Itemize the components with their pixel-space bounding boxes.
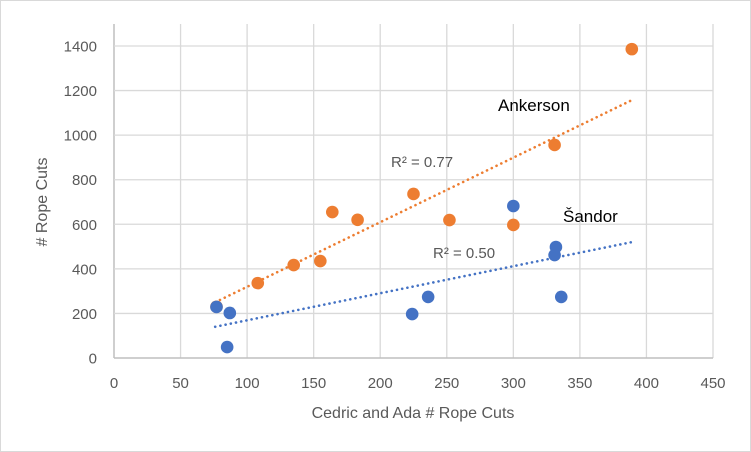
series-label-sandor: Šandor [563,207,618,226]
series-label-ankerson: Ankerson [498,96,570,115]
trendline-ankerson [213,98,634,304]
x-tick-label: 250 [434,375,459,392]
point-ankerson [625,42,639,56]
point-sandor [507,199,520,213]
grid [113,24,714,359]
point-ankerson [507,218,520,232]
point-ankerson [443,213,456,227]
x-tick-label: 400 [634,375,659,392]
y-tick-label: 800 [72,172,97,189]
point-ankerson [548,138,561,152]
y-tick-label: 1200 [64,83,97,100]
point-sandor [220,340,234,354]
y-tick-label: 400 [72,261,97,278]
x-tick-label: 100 [235,375,260,392]
x-tick-label: 350 [567,375,592,392]
r2-label-sandor: R² = 0.50 [433,245,495,262]
point-ankerson [287,258,301,272]
x-tick-label: 50 [172,375,189,392]
point-ankerson [351,213,364,227]
point-sandor [223,306,237,320]
point-ankerson [326,205,339,219]
point-ankerson [407,187,420,201]
point-sandor [554,290,568,304]
trendline-sandor [213,240,634,329]
point-ankerson [314,254,327,268]
point-ankerson [251,276,265,290]
x-tick-label: 450 [700,375,725,392]
trendlines [213,98,634,329]
x-axis-title: Cedric and Ada # Rope Cuts [312,405,515,422]
y-tick-label: 1000 [64,128,97,145]
data-points [210,42,639,354]
point-sandor [549,240,563,254]
y-tick-label: 0 [89,351,97,368]
y-tick-label: 600 [72,217,97,234]
point-sandor [210,300,223,314]
x-tick-label: 0 [110,375,118,392]
x-tick-label: 300 [501,375,526,392]
tick-labels: 0 50 100 150 200 250 300 350 400 450 0 200 400 600 800… [64,39,726,393]
point-sandor [405,307,419,321]
y-axis-title: # Rope Cuts [34,158,51,247]
point-sandor [421,290,435,304]
x-tick-label: 200 [368,375,393,392]
y-tick-label: 1400 [64,39,97,56]
r2-label-ankerson: R² = 0.77 [391,154,453,171]
y-tick-label: 200 [72,306,97,323]
x-tick-label: 150 [301,375,326,392]
